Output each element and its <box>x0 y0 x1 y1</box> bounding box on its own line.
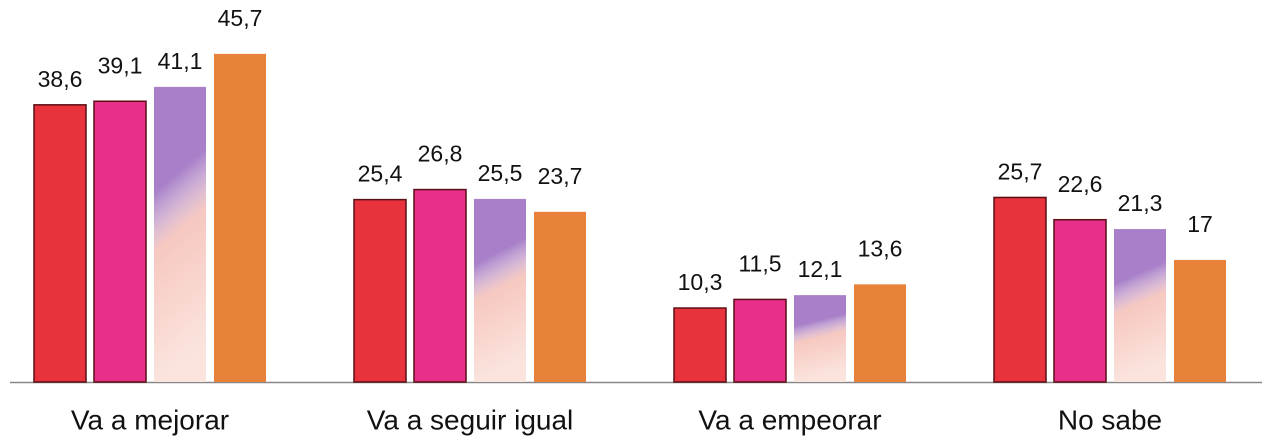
bar <box>1053 218 1107 383</box>
value-label: 45,7 <box>218 5 263 31</box>
value-label: 39,1 <box>98 52 143 78</box>
x-tick-label: Va a empeorar <box>698 404 881 435</box>
bar-shade <box>794 295 846 382</box>
bar-shade <box>154 86 206 383</box>
value-label: 25,4 <box>358 161 403 187</box>
value-label: 26,8 <box>418 141 463 167</box>
value-label: 41,1 <box>158 48 203 74</box>
bar <box>993 196 1047 383</box>
value-label: 10,3 <box>678 269 723 295</box>
bar <box>214 53 266 382</box>
value-label: 21,3 <box>1118 190 1163 216</box>
x-tick-label: Va a mejorar <box>71 404 229 435</box>
value-label: 22,6 <box>1058 171 1103 197</box>
x-tick-label: No sabe <box>1058 404 1162 435</box>
bar <box>1174 259 1226 382</box>
bar <box>33 104 87 383</box>
value-label: 12,1 <box>798 256 843 282</box>
value-label: 11,5 <box>738 251 781 277</box>
bar <box>534 211 586 382</box>
bar <box>93 100 147 383</box>
value-label: 38,6 <box>38 66 83 92</box>
bar <box>413 188 467 383</box>
value-label: 13,6 <box>858 235 903 261</box>
bar-shade <box>474 198 526 382</box>
bar <box>673 307 727 383</box>
bar <box>854 284 906 382</box>
bar <box>353 198 407 383</box>
bar-shade <box>1114 229 1166 382</box>
value-label: 17 <box>1187 211 1213 237</box>
value-label: 25,7 <box>998 159 1043 185</box>
value-label: 23,7 <box>538 163 583 189</box>
value-label: 25,5 <box>478 160 523 186</box>
bar <box>733 298 787 383</box>
x-tick-label: Va a seguir igual <box>367 404 574 435</box>
